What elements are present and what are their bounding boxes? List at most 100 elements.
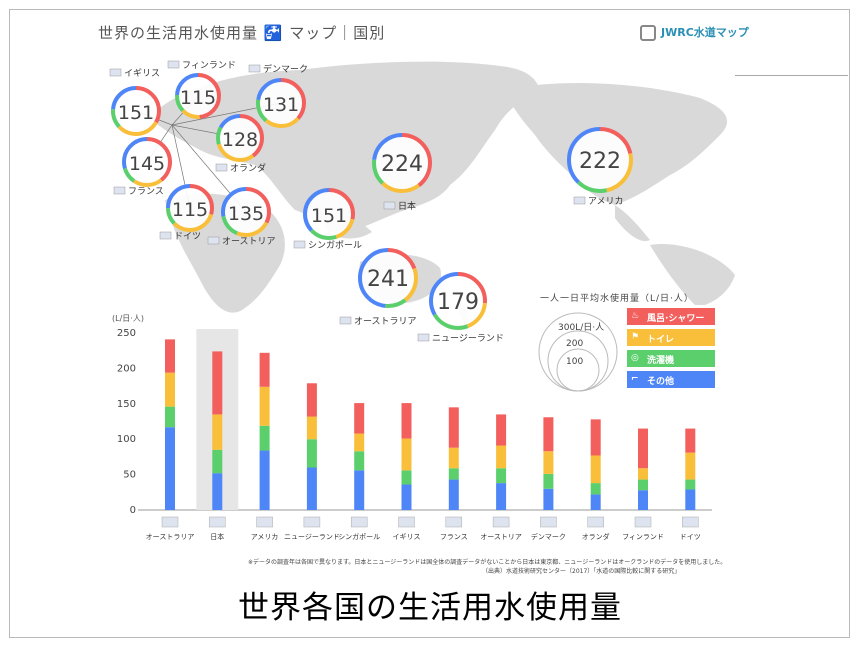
bar-segment [496, 445, 507, 469]
flag-icon [303, 516, 321, 528]
donut-value: 131 [263, 94, 299, 116]
x-tick-label: 日本 [210, 532, 224, 541]
donut-bg [113, 88, 159, 134]
donut-bg [218, 116, 262, 160]
bar-segment [401, 470, 412, 485]
country-label: ドイツ [174, 232, 201, 242]
y-axis-unit: (L/日·人) [112, 314, 144, 323]
donut-bg [258, 80, 304, 126]
map-title: 世界の生活用水使用量 🚰 マップ｜国別 [98, 24, 386, 42]
bar-segment [448, 407, 459, 448]
flag-icon [109, 68, 122, 77]
donut-segment [256, 78, 306, 128]
x-tick-label: オーストリア [480, 533, 522, 541]
bath-icon: ♨ [631, 311, 640, 321]
donut-segment [372, 133, 432, 193]
bar-segment [685, 452, 696, 480]
toilet-icon: ⚑ [631, 332, 640, 342]
country-label: ニュージーランド [432, 333, 504, 344]
donut-segment [221, 187, 271, 237]
central-america-shape [615, 205, 650, 242]
flag-icon [159, 231, 172, 240]
bar-segment [496, 414, 507, 446]
country-label: アメリカ [588, 196, 624, 207]
country-label: フィンランド [182, 60, 236, 71]
source-note: （出典）水道技術研究センター（2017）「水道の国際比較に関する研究」 [482, 568, 681, 575]
data-note: ※データの調査年は各国で異なります。日本とニュージーランドは国全体の調査データが… [248, 559, 727, 566]
bar-segment [401, 438, 412, 471]
bar-segment [165, 406, 175, 428]
bar-segment [259, 386, 270, 426]
bar-segment [212, 351, 223, 415]
flag-icon [417, 333, 430, 342]
flag-icon [207, 236, 220, 245]
scale-label-300: 300L/日·人 [558, 322, 604, 333]
scale-circle-100 [556, 348, 600, 392]
donut-bg [305, 190, 353, 238]
faucet-icon: ⌐ [631, 374, 639, 384]
country-donuts: 241 オーストラリア 224 日本 222 アメリカ 179 ニュージーランド 151 シンガポ… [109, 60, 633, 344]
donut-segment [372, 133, 432, 193]
bar-segment [306, 439, 317, 468]
donut-value: 115 [172, 199, 208, 221]
logo-icon [640, 25, 656, 41]
y-tick-label: 100 [117, 434, 136, 445]
x-tick-label: アメリカ [251, 533, 279, 541]
donut-segment [166, 184, 214, 232]
bar-segment [448, 468, 459, 480]
bar-segment [306, 467, 317, 510]
flag-icon [492, 516, 510, 528]
scale-label-100: 100 [566, 357, 583, 367]
x-tick-label: フランス [440, 533, 468, 541]
bar-segment [354, 403, 365, 434]
bar-segment [448, 447, 459, 469]
logo-text: JWRC水道マップ [661, 26, 749, 39]
eurasia-shape [150, 61, 540, 231]
y-tick-label: 50 [123, 470, 136, 481]
donut-segment [429, 272, 487, 330]
flag-icon [682, 516, 699, 528]
legend-toilet: ⚑ トイレ [627, 329, 715, 346]
donut-segment [358, 248, 418, 308]
donut-segment [166, 184, 214, 232]
flag-icon [161, 516, 179, 528]
flag-icon [293, 240, 306, 249]
bar-segment [212, 414, 223, 450]
bar-segment [685, 489, 696, 510]
washer-icon: ◎ [631, 353, 639, 363]
bar-segment [543, 451, 554, 474]
bar-segment [212, 449, 223, 474]
flag-icon [634, 516, 652, 528]
x-tick-label: ニュージーランド [284, 533, 340, 541]
bar-segment [354, 433, 365, 452]
bar-segment [638, 468, 648, 480]
donut-value: 222 [579, 149, 621, 174]
country-label: オーストリア [222, 236, 276, 247]
donut-value: 151 [118, 102, 154, 124]
south-america-shape [650, 244, 735, 305]
bar-segment [590, 483, 601, 495]
flag-icon [383, 201, 396, 210]
country-label: フランス [128, 186, 164, 197]
flag-icon [339, 316, 352, 325]
donut-bg [374, 135, 430, 191]
donut-bg [431, 274, 485, 328]
bar-segment [306, 383, 317, 417]
donut-value: 135 [228, 203, 264, 225]
jwrc-logo[interactable]: JWRC水道マップ [640, 24, 749, 41]
donut-segment [372, 133, 432, 193]
donut-bg [177, 75, 219, 117]
country-label: オランダ [230, 162, 266, 174]
flag-icon [167, 60, 180, 69]
x-tick-label: ドイツ [680, 533, 701, 541]
donut-segment [216, 114, 264, 162]
donut-bg [223, 189, 269, 235]
bar-segment [448, 479, 459, 510]
donut-segment [221, 187, 271, 237]
bar-segment [638, 479, 648, 491]
bar-segment [165, 427, 175, 510]
donut-value: 145 [129, 153, 165, 175]
donut-segment [256, 78, 306, 128]
